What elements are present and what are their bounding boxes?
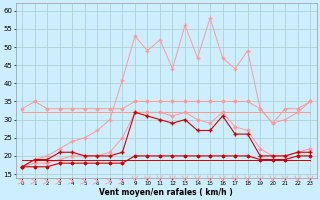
X-axis label: Vent moyen/en rafales ( km/h ): Vent moyen/en rafales ( km/h ) [100, 188, 233, 197]
